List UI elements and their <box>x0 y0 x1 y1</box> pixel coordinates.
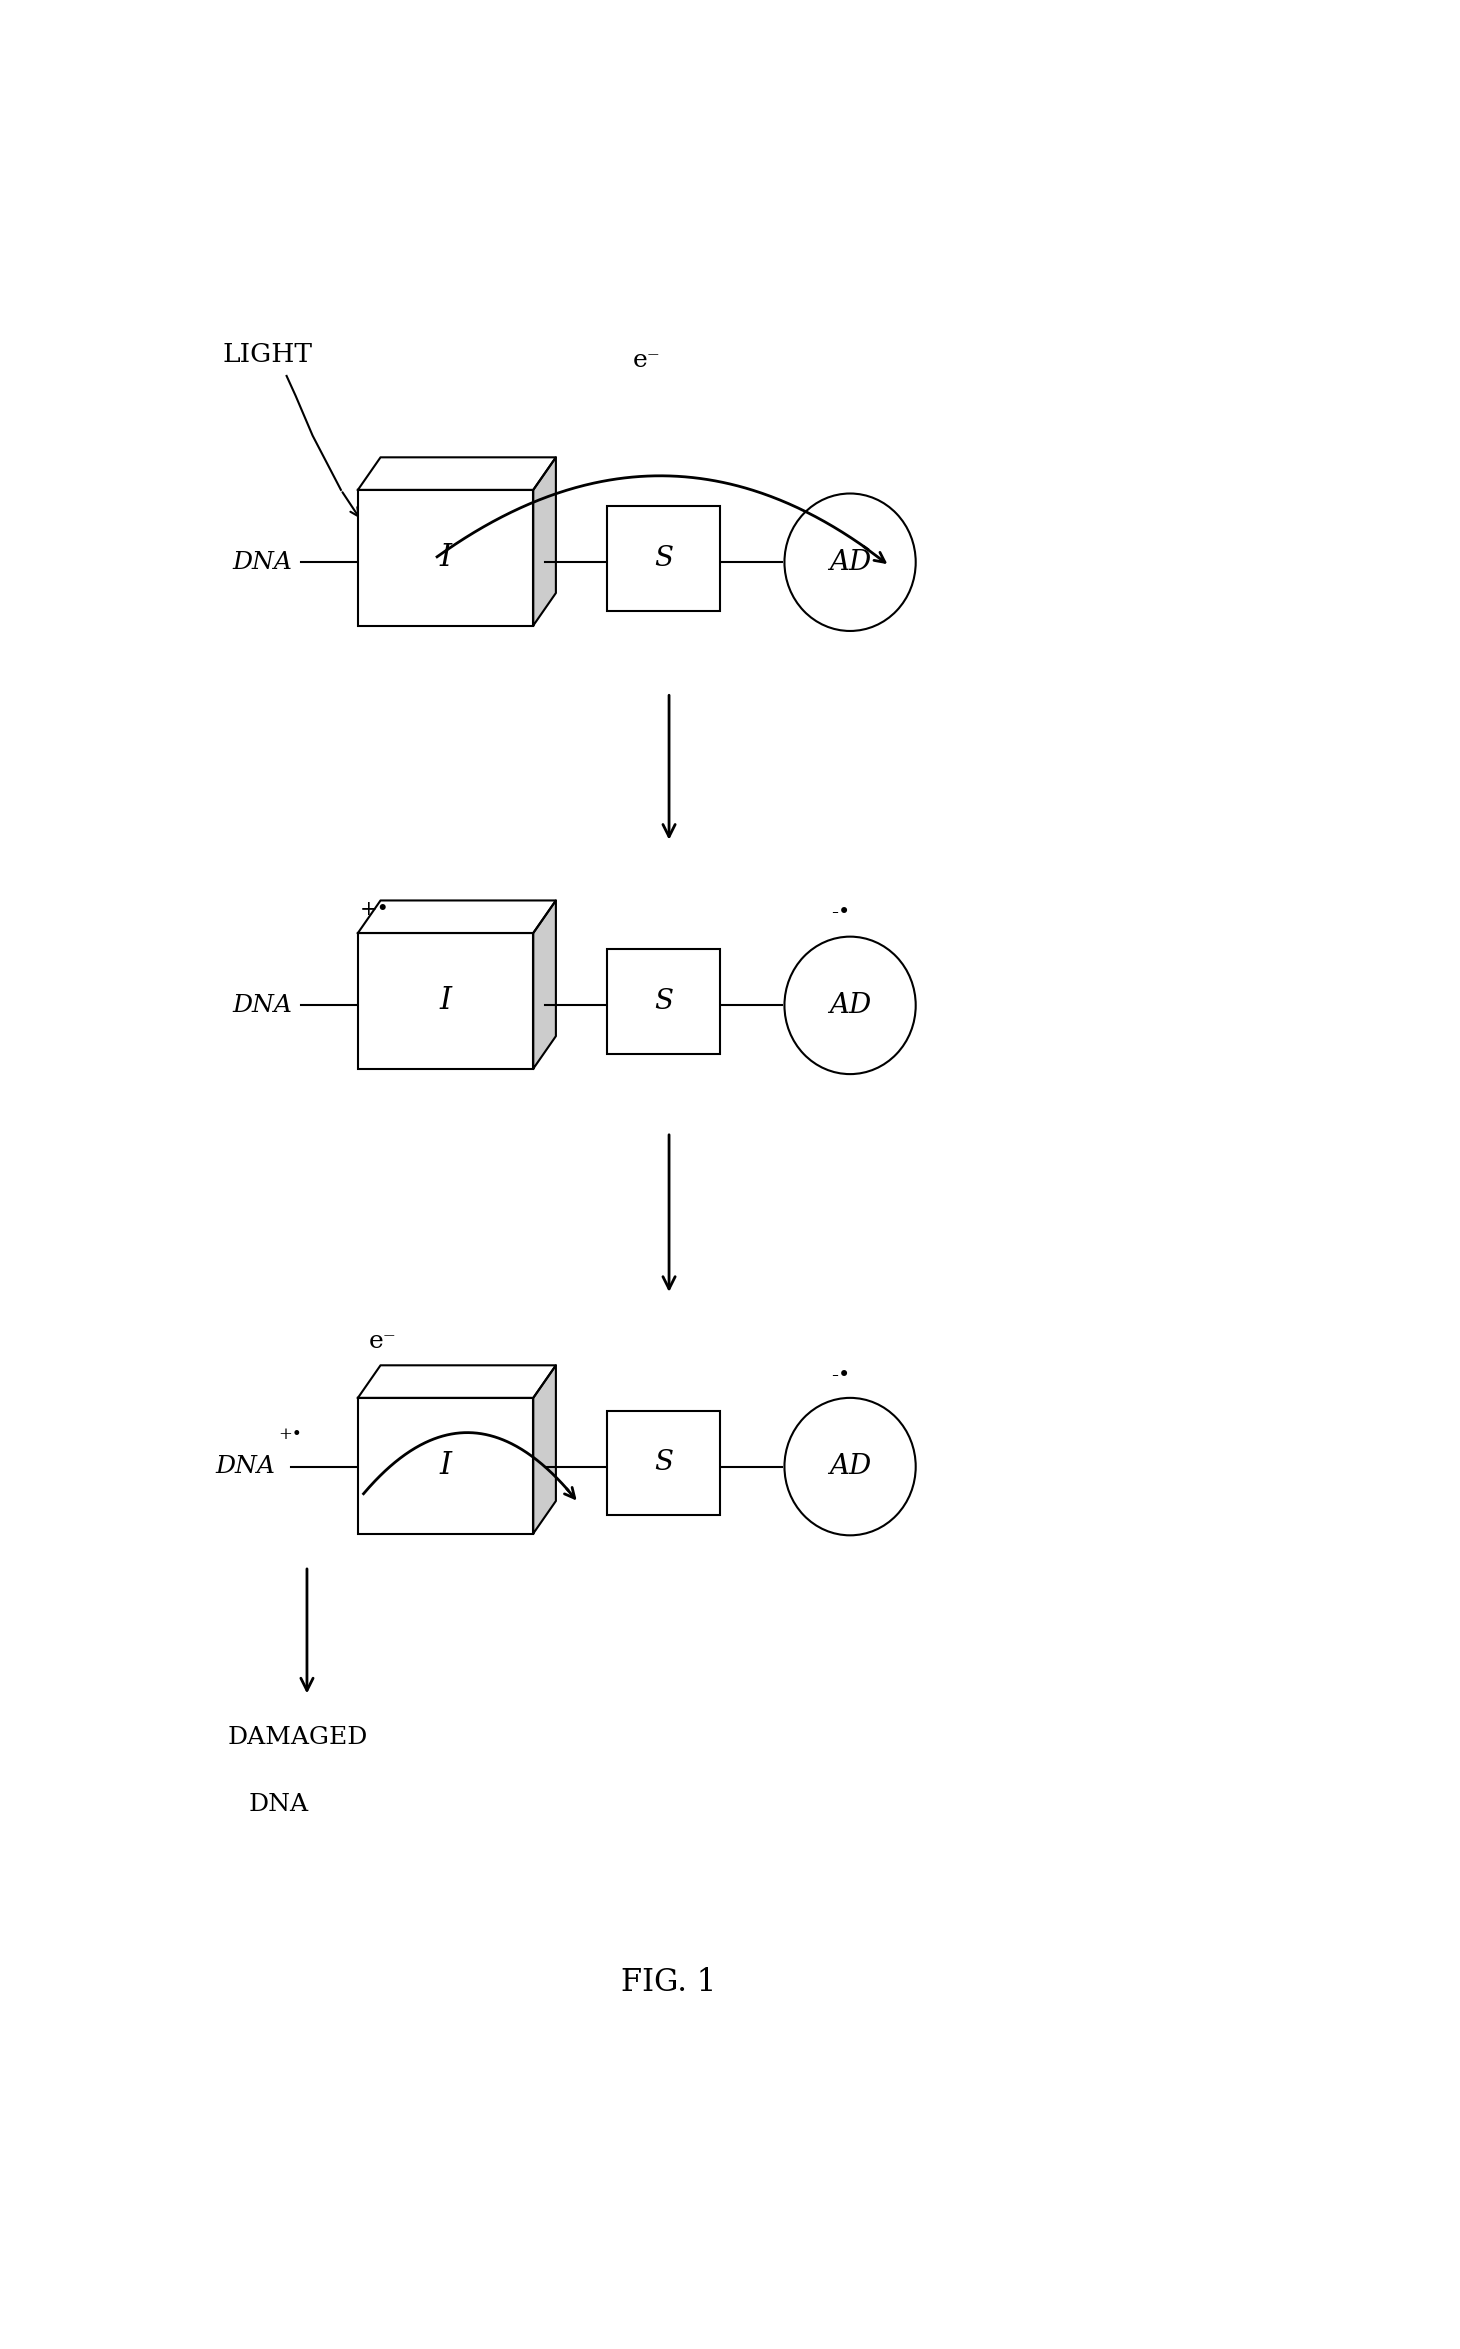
Text: +•: +• <box>279 1426 302 1442</box>
Polygon shape <box>358 458 556 491</box>
Text: -•: -• <box>831 902 851 923</box>
Bar <box>358 933 533 1069</box>
Text: S: S <box>654 1449 673 1478</box>
Ellipse shape <box>784 937 915 1073</box>
Text: DNA: DNA <box>216 1454 276 1478</box>
Text: AD: AD <box>829 550 872 576</box>
Polygon shape <box>358 1365 556 1398</box>
Text: e⁻: e⁻ <box>632 350 660 371</box>
Bar <box>607 505 720 611</box>
Text: S: S <box>654 545 673 573</box>
Text: I: I <box>439 984 451 1017</box>
Polygon shape <box>533 900 556 1069</box>
Text: +•: +• <box>361 900 390 918</box>
Bar <box>358 491 533 625</box>
Ellipse shape <box>784 1398 915 1536</box>
Text: I: I <box>439 1449 451 1482</box>
Text: DNA: DNA <box>248 1792 308 1816</box>
Text: DAMAGED: DAMAGED <box>228 1727 368 1750</box>
Text: AD: AD <box>829 1454 872 1480</box>
Bar <box>358 1398 533 1534</box>
Text: S: S <box>654 989 673 1015</box>
Polygon shape <box>358 900 556 933</box>
Text: I: I <box>439 543 451 573</box>
Text: FIG. 1: FIG. 1 <box>622 1966 717 1997</box>
Bar <box>607 949 720 1055</box>
Text: DNA: DNA <box>232 550 292 573</box>
Text: DNA: DNA <box>232 994 292 1017</box>
Text: e⁻: e⁻ <box>369 1330 397 1353</box>
Ellipse shape <box>784 493 915 632</box>
Polygon shape <box>533 1365 556 1534</box>
Text: LIGHT: LIGHT <box>222 341 312 366</box>
Text: -•: -• <box>831 1367 851 1386</box>
Polygon shape <box>533 458 556 625</box>
Text: AD: AD <box>829 991 872 1019</box>
Bar <box>607 1409 720 1515</box>
